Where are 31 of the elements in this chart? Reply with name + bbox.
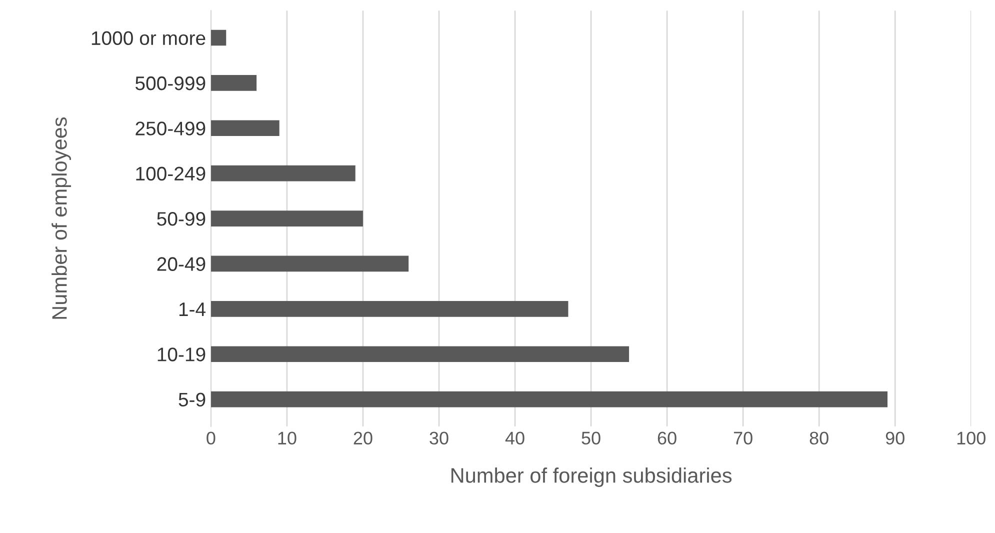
x-axis-title: Number of foreign subsidiaries [451,468,732,487]
y-tick-label: 100-249 [136,166,206,181]
bar [210,346,630,362]
x-tick-label: 10 [278,432,296,445]
x-tick-label: 40 [505,432,524,445]
y-tick-label: 5-9 [178,392,206,407]
x-tick-label: 60 [658,432,676,445]
x-tick-label: 20 [354,432,372,445]
bar [210,391,888,408]
bar [210,256,409,272]
y-tick-label: 10-19 [158,348,206,362]
bar [210,210,363,226]
bar [210,30,226,46]
y-tick-label: 1-4 [179,302,206,316]
x-tick-label: 100 [957,432,986,445]
x-tick-label: 0 [206,432,216,445]
bar [210,75,257,91]
y-axis-title: Number of employees [52,117,71,319]
y-tick-label: 250-499 [136,122,206,136]
x-tick-label: 70 [734,432,752,445]
x-tick-label: 30 [430,432,448,445]
bar [210,301,568,317]
bar [210,165,356,182]
y-tick-label: 1000 or more [92,31,206,46]
x-tick-label: 50 [582,432,600,445]
x-tick-label: 90 [886,432,904,445]
bar [210,120,280,136]
x-tick-label: 80 [810,432,828,445]
y-tick-label: 50-99 [157,212,206,226]
y-tick-label: 20-49 [157,257,206,271]
y-tick-label: 500-999 [136,76,206,90]
